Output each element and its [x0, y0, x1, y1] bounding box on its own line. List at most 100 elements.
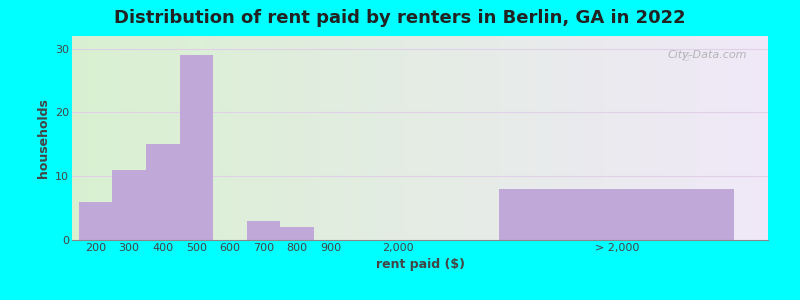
Bar	[183, 36, 187, 240]
Bar	[698, 36, 702, 240]
Bar	[278, 36, 281, 240]
Bar	[706, 36, 709, 240]
Bar	[173, 36, 176, 240]
Bar	[566, 36, 570, 240]
Bar	[322, 36, 326, 240]
Bar	[229, 36, 232, 240]
Bar	[93, 36, 96, 240]
Bar	[281, 36, 284, 240]
Bar	[472, 36, 476, 240]
Bar	[765, 36, 768, 240]
Bar	[309, 36, 312, 240]
Bar	[315, 36, 319, 240]
Bar	[663, 36, 667, 240]
Bar	[681, 36, 685, 240]
Bar	[270, 36, 274, 240]
Bar	[145, 36, 149, 240]
Bar	[284, 36, 288, 240]
Bar	[330, 36, 333, 240]
Bar	[562, 36, 566, 240]
Bar	[208, 36, 211, 240]
Bar	[573, 36, 577, 240]
Bar	[642, 36, 646, 240]
Bar	[646, 36, 650, 240]
Bar	[131, 36, 134, 240]
Bar	[667, 36, 670, 240]
Bar	[650, 36, 653, 240]
Bar	[570, 36, 573, 240]
Bar	[274, 36, 278, 240]
Bar	[479, 36, 482, 240]
Bar	[626, 36, 629, 240]
Bar	[281, 227, 314, 240]
Bar	[611, 36, 615, 240]
Bar	[462, 36, 466, 240]
Bar	[490, 36, 493, 240]
Bar	[371, 36, 374, 240]
Bar	[559, 36, 562, 240]
Bar	[744, 36, 747, 240]
Bar	[454, 36, 458, 240]
Bar	[201, 36, 204, 240]
Bar	[750, 36, 754, 240]
Bar	[294, 36, 298, 240]
Bar	[685, 36, 688, 240]
Bar	[722, 36, 726, 240]
Bar	[510, 36, 514, 240]
Bar	[138, 36, 142, 240]
Bar	[247, 221, 281, 240]
Bar	[580, 36, 583, 240]
Bar	[601, 36, 605, 240]
Bar	[497, 36, 500, 240]
Bar	[434, 36, 438, 240]
Bar	[176, 36, 180, 240]
Bar	[719, 36, 722, 240]
Bar	[691, 36, 695, 240]
Bar	[232, 36, 235, 240]
Bar	[114, 36, 118, 240]
Bar	[747, 36, 750, 240]
Bar	[187, 36, 190, 240]
Bar	[598, 36, 601, 240]
Bar	[204, 36, 208, 240]
Bar	[503, 36, 507, 240]
Bar	[688, 36, 691, 240]
Bar	[225, 36, 229, 240]
Text: City-Data.com: City-Data.com	[668, 50, 747, 60]
Bar	[427, 36, 430, 240]
Bar	[531, 36, 535, 240]
Bar	[103, 36, 107, 240]
Bar	[444, 36, 448, 240]
Bar	[112, 170, 146, 240]
Bar	[162, 36, 166, 240]
Bar	[399, 36, 402, 240]
Bar	[556, 36, 559, 240]
Bar	[302, 36, 305, 240]
Bar	[86, 36, 90, 240]
Bar	[420, 36, 423, 240]
Bar	[305, 36, 309, 240]
Bar	[608, 36, 611, 240]
Bar	[267, 36, 270, 240]
Bar	[441, 36, 444, 240]
Bar	[340, 36, 343, 240]
Bar	[423, 36, 427, 240]
Bar	[514, 36, 518, 240]
Bar	[482, 36, 486, 240]
Bar	[466, 36, 469, 240]
Bar	[121, 36, 124, 240]
Bar	[458, 36, 462, 240]
Bar	[451, 36, 455, 240]
Bar	[702, 36, 706, 240]
Bar	[250, 36, 253, 240]
Bar	[396, 36, 399, 240]
Bar	[549, 36, 552, 240]
Bar	[253, 36, 257, 240]
Text: Distribution of rent paid by renters in Berlin, GA in 2022: Distribution of rent paid by renters in …	[114, 9, 686, 27]
Bar	[406, 36, 410, 240]
Bar	[110, 36, 114, 240]
Bar	[242, 36, 246, 240]
Bar	[368, 36, 371, 240]
Bar	[618, 36, 622, 240]
Bar	[525, 36, 528, 240]
